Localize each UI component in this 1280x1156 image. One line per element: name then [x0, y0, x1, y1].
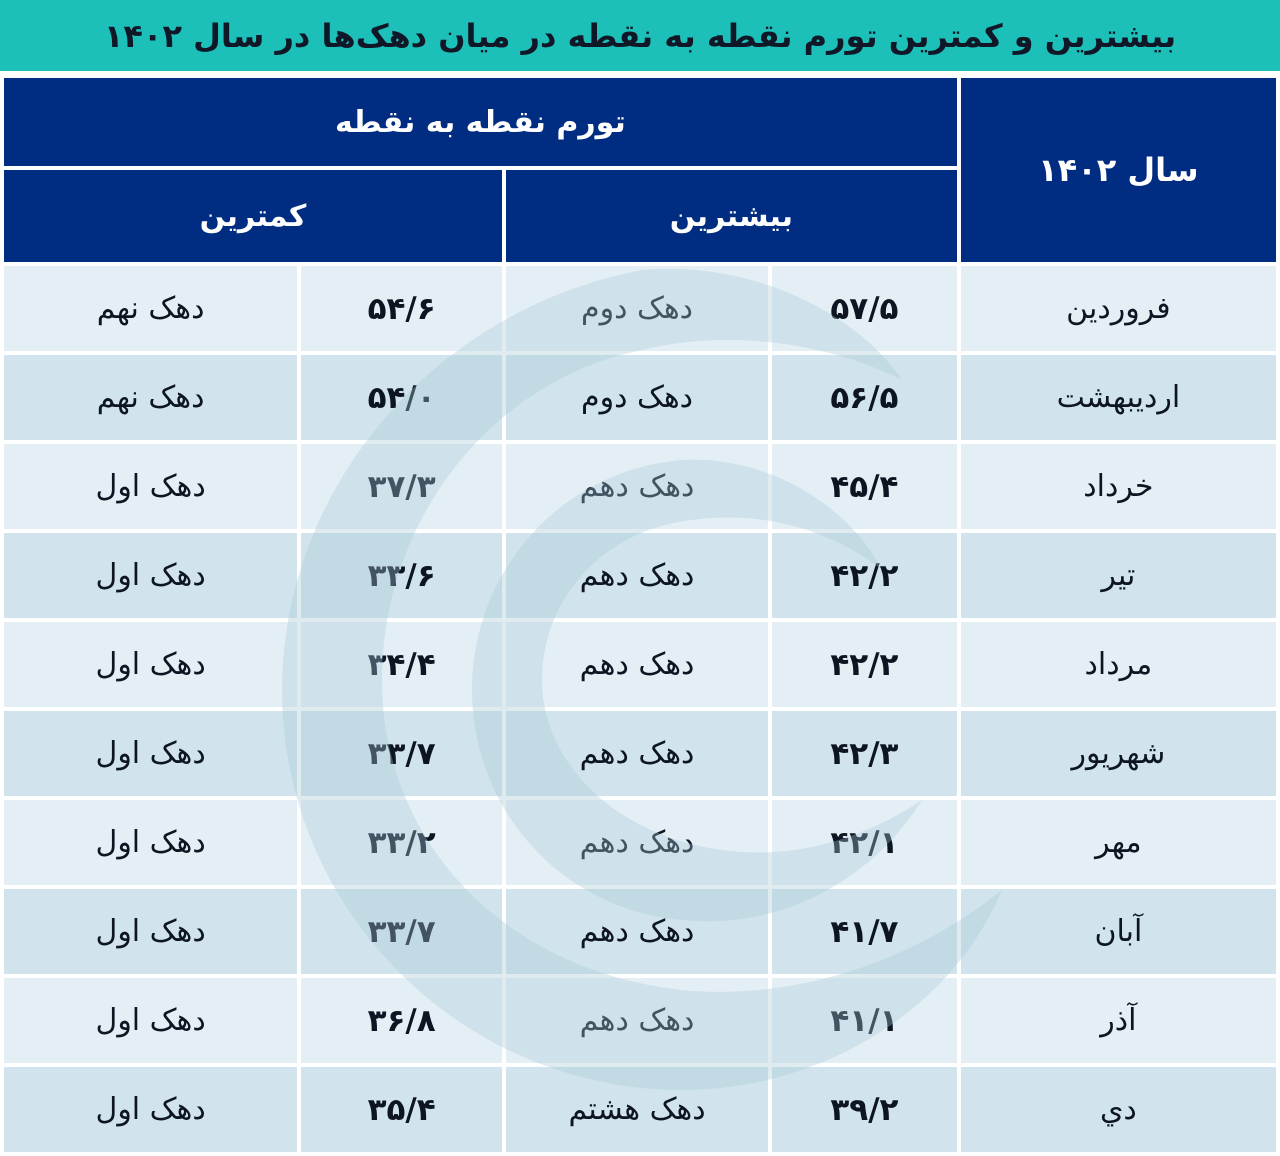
min-decile-cell: دهک اول: [4, 889, 298, 974]
max-value-cell: ۵۷/۵: [772, 266, 957, 351]
max-decile-cell: دهک دهم: [506, 622, 769, 707]
max-decile-cell: دهک دهم: [506, 978, 769, 1063]
max-value-cell: ۴۵/۴: [772, 444, 957, 529]
min-decile-cell: دهک اول: [4, 533, 298, 618]
min-decile-cell: دهک اول: [4, 622, 298, 707]
table-row: فروردین ۵۷/۵ دهک دوم ۵۴/۶ دهک نهم: [4, 266, 1276, 351]
month-cell: شهریور: [960, 711, 1276, 796]
table-row: مهر ۴۲/۱ دهک دهم ۳۳/۲ دهک اول: [4, 800, 1276, 885]
table-row: اردیبهشت ۵۶/۵ دهک دوم ۵۴/۰ دهک نهم: [4, 355, 1276, 440]
max-value-cell: ۴۲/۳: [772, 711, 957, 796]
month-cell: دي: [960, 1067, 1276, 1152]
min-decile-cell: دهک اول: [4, 800, 298, 885]
month-cell: مهر: [960, 800, 1276, 885]
min-decile-cell: دهک نهم: [4, 355, 298, 440]
month-cell: آذر: [960, 978, 1276, 1063]
month-cell: تیر: [960, 533, 1276, 618]
month-cell: مرداد: [960, 622, 1276, 707]
inflation-table: سال ۱۴۰۲ تورم نقطه به نقطه بیشترین کمتری…: [0, 74, 1280, 1156]
month-cell: آبان: [960, 889, 1276, 974]
max-decile-cell: دهک دهم: [506, 800, 769, 885]
table-row: شهریور ۴۲/۳ دهک دهم ۳۳/۷ دهک اول: [4, 711, 1276, 796]
min-value-cell: ۳۶/۸: [301, 978, 503, 1063]
min-decile-cell: دهک اول: [4, 444, 298, 529]
table-row: مرداد ۴۲/۲ دهک دهم ۳۴/۴ دهک اول: [4, 622, 1276, 707]
month-cell: اردیبهشت: [960, 355, 1276, 440]
page-title: بیشترین و کمترین تورم نقطه به نقطه در می…: [0, 0, 1280, 74]
max-value-cell: ۴۲/۲: [772, 533, 957, 618]
min-value-cell: ۳۳/۷: [301, 711, 503, 796]
header-min: کمترین: [4, 170, 503, 262]
table-row: خرداد ۴۵/۴ دهک دهم ۳۷/۳ دهک اول: [4, 444, 1276, 529]
header-point-inflation: تورم نقطه به نقطه: [4, 78, 957, 166]
max-value-cell: ۳۹/۲: [772, 1067, 957, 1152]
min-value-cell: ۳۳/۶: [301, 533, 503, 618]
min-value-cell: ۳۳/۷: [301, 889, 503, 974]
max-decile-cell: دهک هشتم: [506, 1067, 769, 1152]
max-value-cell: ۴۲/۲: [772, 622, 957, 707]
max-decile-cell: دهک دهم: [506, 889, 769, 974]
max-decile-cell: دهک دهم: [506, 444, 769, 529]
max-decile-cell: دهک دهم: [506, 711, 769, 796]
min-value-cell: ۳۵/۴: [301, 1067, 503, 1152]
min-value-cell: ۳۴/۴: [301, 622, 503, 707]
min-value-cell: ۵۴/۶: [301, 266, 503, 351]
month-cell: خرداد: [960, 444, 1276, 529]
max-value-cell: ۵۶/۵: [772, 355, 957, 440]
max-decile-cell: دهک دوم: [506, 355, 769, 440]
min-decile-cell: دهک اول: [4, 711, 298, 796]
max-value-cell: ۴۱/۱: [772, 978, 957, 1063]
header-max: بیشترین: [506, 170, 957, 262]
table-row: آذر ۴۱/۱ دهک دهم ۳۶/۸ دهک اول: [4, 978, 1276, 1063]
header-year: سال ۱۴۰۲: [960, 78, 1276, 262]
min-value-cell: ۵۴/۰: [301, 355, 503, 440]
min-value-cell: ۳۳/۲: [301, 800, 503, 885]
max-decile-cell: دهک دهم: [506, 533, 769, 618]
table-row: تیر ۴۲/۲ دهک دهم ۳۳/۶ دهک اول: [4, 533, 1276, 618]
table-row: آبان ۴۱/۷ دهک دهم ۳۳/۷ دهک اول: [4, 889, 1276, 974]
min-decile-cell: دهک نهم: [4, 266, 298, 351]
min-decile-cell: دهک اول: [4, 1067, 298, 1152]
month-cell: فروردین: [960, 266, 1276, 351]
max-decile-cell: دهک دوم: [506, 266, 769, 351]
max-value-cell: ۴۱/۷: [772, 889, 957, 974]
table-row: دي ۳۹/۲ دهک هشتم ۳۵/۴ دهک اول: [4, 1067, 1276, 1152]
max-value-cell: ۴۲/۱: [772, 800, 957, 885]
min-decile-cell: دهک اول: [4, 978, 298, 1063]
min-value-cell: ۳۷/۳: [301, 444, 503, 529]
